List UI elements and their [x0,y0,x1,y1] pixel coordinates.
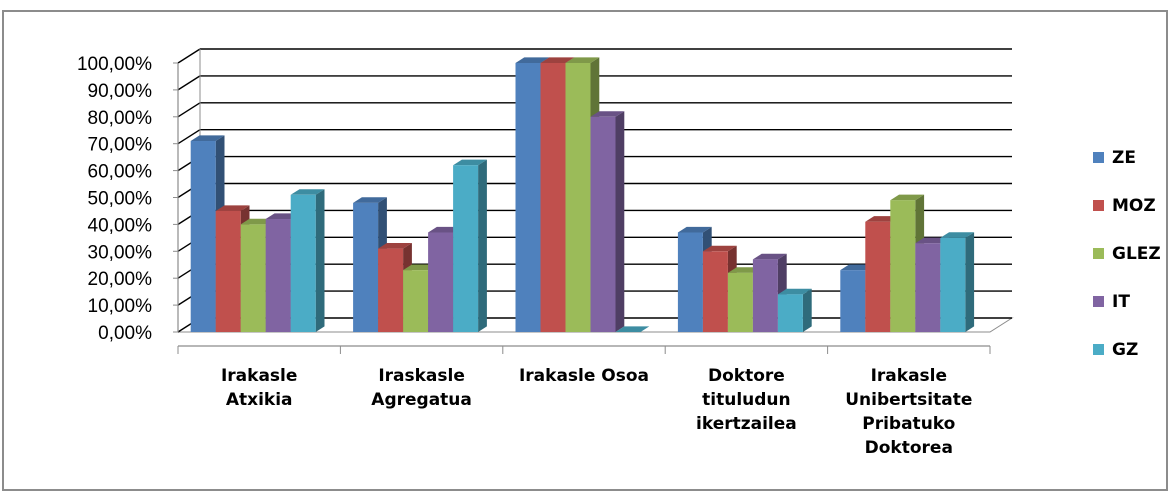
bar-it [590,111,625,332]
y-tick-label: 40,00% [88,215,153,236]
bar-front [378,248,404,332]
y-tick-label: 90,00% [88,81,153,102]
y-tick-label: 30,00% [88,242,153,263]
bar-top [615,326,650,332]
gridline-side [177,48,201,64]
category-label: Unibertsitate [845,390,972,410]
y-tick-label: 100,00% [77,54,152,75]
bar-top [353,197,387,203]
bar-front [752,259,778,332]
y-tick-label: 70,00% [88,135,153,156]
bar-top [290,189,325,195]
bars [190,57,975,333]
bar-side [802,288,812,332]
bar-front [865,221,891,332]
bar-top [378,243,412,249]
bar-gz [290,189,325,332]
legend-swatch-gz [1093,344,1104,355]
bar-front [240,224,266,332]
category-label: Pribatuko [862,414,955,434]
category-labels: Irakasle Atxikia Iraskasle Agregatua Irakasl… [221,366,972,458]
bar-front [915,243,941,332]
y-tick-label: 50,00% [88,189,153,210]
bar-front [777,294,803,332]
bar-top [777,288,812,295]
y-tick-label: 80,00% [88,108,153,129]
bar-gz [615,326,650,332]
legend-label-ze: ZE [1112,148,1136,168]
category-label: Irakasle [871,366,947,386]
category-label: Irakasle [221,366,297,386]
y-tick-label: 20,00% [88,269,153,290]
legend-label-gz: GZ [1112,340,1138,360]
legend-label-glez: GLEZ [1112,244,1161,264]
category-label: Doktore [708,366,785,386]
bar-top [190,135,225,142]
bar-gz [453,159,487,332]
bar-top [890,194,925,201]
category-label: tituludun [702,390,791,410]
category-label: Iraskasle [378,366,465,386]
bar-top [540,57,575,63]
bar-front [515,63,541,332]
bar-front [403,270,429,332]
legend: ZE MOZ GLEZ IT GZ [1093,148,1161,360]
bar-front [565,63,591,332]
bar-top [215,205,250,211]
y-tick-label: 0,00% [98,323,152,344]
legend-swatch-glez [1093,248,1104,259]
legend-label-moz: MOZ [1112,196,1156,216]
bar-side [615,111,625,332]
bar-front [453,165,479,332]
bar-gz [940,232,975,332]
y-tick-label: 10,00% [88,296,153,317]
category-label: ikertzailea [696,414,797,434]
bar-top [515,57,550,63]
bar-front [702,251,728,332]
bar-top [565,57,600,63]
bar-front [265,219,291,332]
bar-top [702,245,737,252]
category-label: Atxikia [226,390,293,410]
y-tick-label: 60,00% [88,162,153,183]
bar-gz [777,288,812,332]
gridline-side [177,102,201,118]
legend-swatch-ze [1093,152,1104,163]
bar-front [840,270,866,332]
category-label: Irakasle Osoa [519,366,649,386]
bar-front [215,210,241,332]
gridline-side [177,129,201,145]
y-tick-labels: 0,00% 10,00% 20,00% 30,00% 40,00% 50,00% 60,00… [77,54,152,344]
bar-side [478,159,487,332]
gridline-side [177,75,201,91]
bar-front [540,63,566,332]
category-label: Doktorea [865,438,953,458]
bar-front [190,141,216,332]
bar-front [353,202,379,332]
bar-front [590,116,616,332]
bar-side [965,232,975,332]
category-label: Agregatua [371,390,472,410]
legend-label-it: IT [1112,292,1130,312]
bar-front [727,272,753,332]
bar-top [590,111,625,117]
bar-front [290,194,316,332]
legend-swatch-it [1093,296,1104,307]
legend-swatch-moz [1093,200,1104,211]
bar-front [890,200,916,332]
bar-top [677,226,712,233]
bar-front [677,232,703,332]
bar-top [940,232,975,238]
bar-front [940,237,966,332]
bar-front [428,232,454,332]
bar-top [752,253,787,260]
bar-side [315,189,325,332]
bar-top [453,159,487,166]
